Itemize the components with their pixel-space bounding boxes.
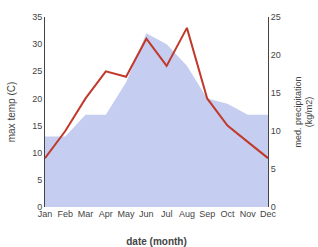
svg-text:Oct: Oct <box>220 209 235 219</box>
svg-text:10: 10 <box>271 126 281 136</box>
svg-text:20: 20 <box>32 94 42 104</box>
svg-text:Jun: Jun <box>139 209 154 219</box>
svg-text:med. precipitation(kg/m2): med. precipitation(kg/m2) <box>293 76 315 147</box>
svg-text:Mar: Mar <box>78 209 94 219</box>
svg-text:0: 0 <box>271 202 276 212</box>
svg-text:25: 25 <box>32 66 42 76</box>
svg-text:May: May <box>118 209 136 219</box>
svg-text:Apr: Apr <box>99 209 113 219</box>
svg-text:5: 5 <box>37 175 42 185</box>
svg-text:15: 15 <box>32 121 42 131</box>
svg-text:Sep: Sep <box>199 209 215 219</box>
svg-text:Jan: Jan <box>38 209 53 219</box>
svg-text:10: 10 <box>32 148 42 158</box>
svg-text:max temp (C): max temp (C) <box>6 82 17 143</box>
svg-text:35: 35 <box>32 12 42 22</box>
svg-text:0: 0 <box>37 202 42 212</box>
svg-text:Dec: Dec <box>260 209 277 219</box>
svg-text:25: 25 <box>271 12 281 22</box>
svg-text:Feb: Feb <box>58 209 74 219</box>
svg-text:30: 30 <box>32 39 42 49</box>
svg-text:20: 20 <box>271 50 281 60</box>
svg-text:Aug: Aug <box>179 209 195 219</box>
svg-text:15: 15 <box>271 88 281 98</box>
svg-text:Nov: Nov <box>240 209 257 219</box>
svg-text:5: 5 <box>271 164 276 174</box>
svg-text:date (month): date (month) <box>126 236 187 247</box>
svg-text:Jul: Jul <box>161 209 173 219</box>
